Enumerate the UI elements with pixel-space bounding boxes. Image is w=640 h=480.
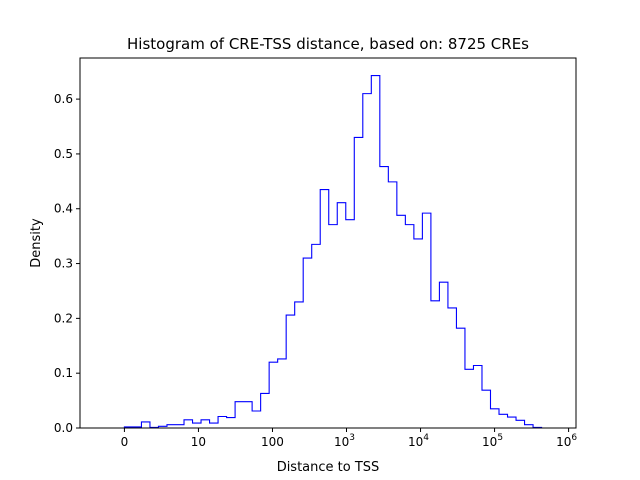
plot-area (79, 57, 577, 429)
y-tick-label: 0.0 (54, 421, 73, 435)
x-axis-label: Distance to TSS (277, 460, 380, 475)
x-tick-label: 10 (191, 435, 206, 449)
histogram-outline (123, 74, 543, 429)
axes-frame (79, 57, 577, 429)
y-tick-label: 0.4 (54, 202, 73, 216)
y-tick-label: 0.1 (54, 366, 73, 380)
y-tick-label: 0.3 (54, 257, 73, 271)
x-tick-label: 100 (261, 435, 284, 449)
x-tick-label: 106 (556, 433, 577, 449)
chart-title: Histogram of CRE-TSS distance, based on:… (127, 35, 529, 53)
y-axis: 0.0 0.1 0.2 0.3 0.4 0.5 0.6 (54, 92, 80, 435)
x-tick-label: 103 (334, 433, 355, 449)
x-tick-label: 105 (482, 433, 503, 449)
x-tick-label: 0 (121, 435, 129, 449)
y-tick-label: 0.2 (54, 311, 73, 325)
y-axis-label: Density (29, 218, 44, 268)
y-tick-label: 0.6 (54, 92, 73, 106)
x-axis: 0 10 100 103 104 105 106 (121, 428, 577, 449)
x-tick-label: 104 (408, 433, 429, 449)
y-tick-label: 0.5 (54, 147, 73, 161)
